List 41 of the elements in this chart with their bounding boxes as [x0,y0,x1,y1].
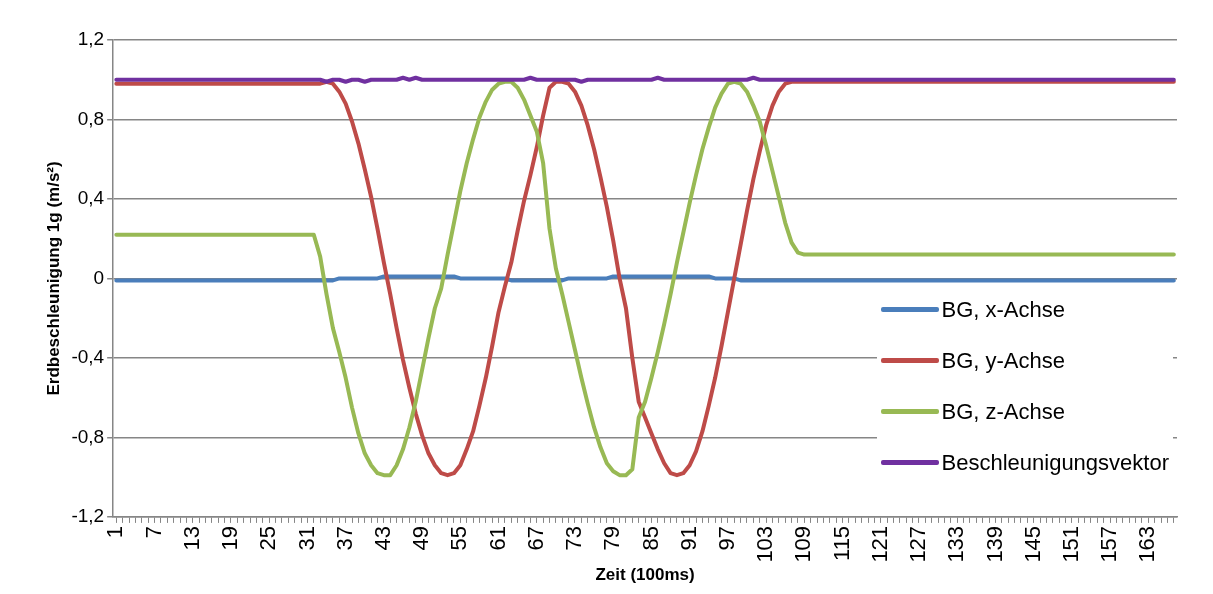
x-tick-label: 73 [561,525,587,551]
x-tick-label: 25 [255,525,281,551]
x-tick-label: 127 [905,525,931,563]
x-tick-label: 133 [943,525,969,563]
x-tick-label: 109 [790,525,816,563]
x-tick-label: 19 [217,525,243,551]
legend-label: BG, x-Achse [941,296,1065,323]
y-axis-title: Erdbeschleunigung 1g (m/s²) [43,161,63,396]
x-tick-label: 151 [1057,525,1083,563]
y-tick-label: 0 [93,266,105,288]
y-tick-label: 0,8 [77,107,105,129]
x-tick-label: 79 [599,525,625,551]
x-tick-label: 13 [178,525,204,551]
x-tick-label: 91 [675,525,701,551]
y-tick-label: 0,4 [77,187,105,209]
x-tick-label: 97 [713,525,739,551]
x-tick-label: 157 [1096,525,1122,563]
legend-label: BG, z-Achse [941,398,1065,425]
x-tick-label: 103 [752,525,778,563]
legend-label: BG, y-Achse [941,347,1065,374]
x-tick-label: 67 [522,525,548,551]
y-tick-label: 1,2 [77,28,105,50]
x-tick-label: 55 [446,525,472,551]
x-tick-label: 43 [369,525,395,551]
x-tick-label: 121 [866,525,892,563]
legend-label: Beschleunigungsvektor [941,449,1169,476]
x-tick-label: 37 [331,525,357,551]
x-axis-title: Zeit (100ms) [595,565,695,585]
y-tick-label: -0,8 [71,425,105,447]
x-tick-label: 139 [981,525,1007,563]
x-tick-label: 145 [1019,525,1045,563]
y-tick-label: -0,4 [71,346,105,368]
x-tick-label: 163 [1134,525,1160,563]
y-tick-label: -1,2 [71,505,105,527]
x-tick-label: 85 [637,525,663,551]
x-tick-label: 1 [102,525,128,539]
x-tick-label: 61 [484,525,510,551]
x-tick-label: 7 [140,525,166,539]
x-tick-label: 115 [828,525,854,561]
x-tick-label: 49 [408,525,434,551]
x-tick-label: 31 [293,525,319,551]
